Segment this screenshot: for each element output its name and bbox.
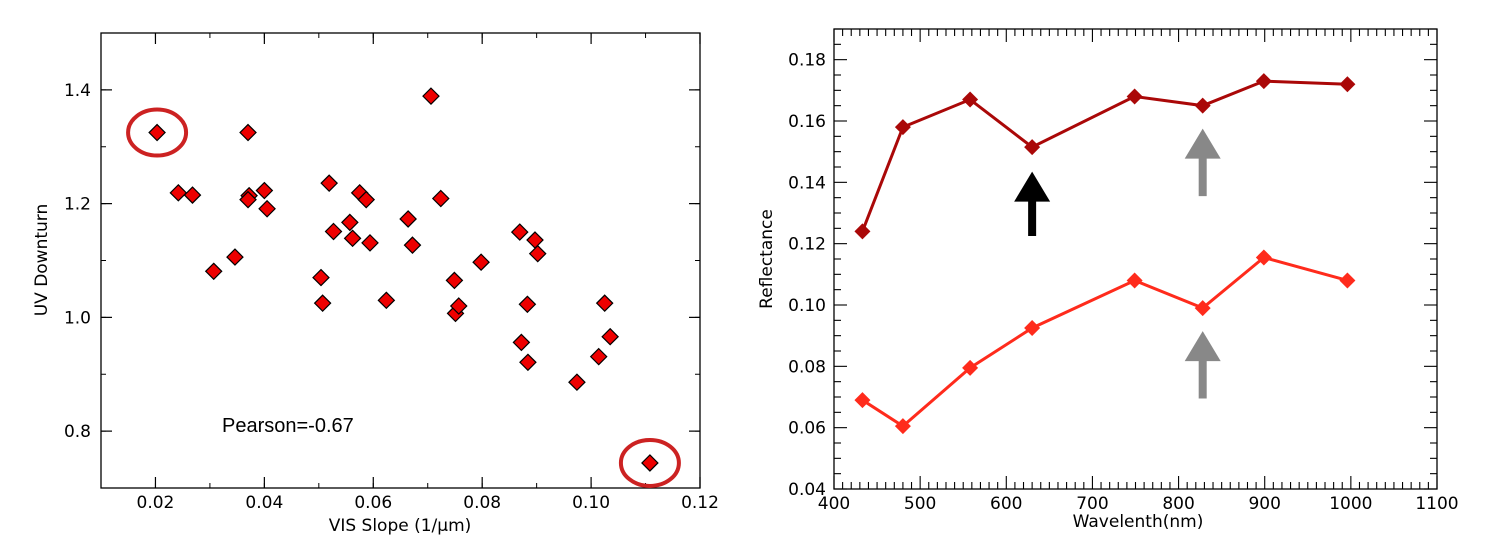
- reflectance-y-tick-label: 0.04: [788, 480, 826, 500]
- scatter-y-tick-label: 1.4: [64, 81, 91, 101]
- scatter-point: [528, 244, 547, 263]
- scatter-point: [601, 327, 619, 346]
- scatter-point: [169, 183, 188, 202]
- scatter-point: [204, 262, 223, 281]
- scatter-point: [148, 123, 166, 142]
- reflectance-x-tick-label: 400: [818, 494, 850, 514]
- scatter-y-tick-label: 1.2: [64, 195, 91, 215]
- scatter-point: [518, 295, 537, 314]
- reflectance-point: [1255, 73, 1272, 90]
- scatter-x-tick-label: 0.08: [463, 493, 501, 513]
- scatter-point: [526, 231, 544, 249]
- scatter-point: [449, 297, 468, 315]
- reflectance-y-tick-label: 0.08: [788, 357, 826, 377]
- scatter-point: [258, 199, 276, 218]
- reflectance-x-tick-label: 700: [1076, 494, 1108, 514]
- scatter-point: [445, 271, 464, 290]
- reflectance-y-axis-title: Reflectance: [757, 209, 777, 309]
- reflectance-point: [1339, 76, 1356, 93]
- scatter-point: [239, 190, 257, 209]
- reflectance-series-line: [861, 255, 1348, 429]
- reflectance-point: [1255, 249, 1272, 266]
- reflectance-point: [894, 119, 911, 136]
- scatter-point: [313, 294, 332, 313]
- scatter-point: [641, 454, 659, 472]
- scatter-point: [341, 213, 359, 232]
- reflectance-y-tick-label: 0.06: [788, 419, 826, 439]
- reflectance-point: [854, 392, 871, 409]
- scatter-point: [324, 222, 343, 241]
- highlight-circle: [618, 437, 681, 488]
- reflectance-x-tick-label: 1100: [1415, 494, 1458, 514]
- scatter-point: [472, 253, 490, 272]
- scatter-point: [320, 174, 339, 192]
- scatter-y-axis-title: UV Downturn: [32, 204, 52, 317]
- reflectance-point: [854, 223, 871, 240]
- scatter-point: [431, 189, 450, 208]
- reflectance-y-tick-label: 0.10: [788, 296, 826, 316]
- scatter-point: [589, 347, 608, 366]
- reflectance-y-tick-label: 0.12: [788, 235, 826, 255]
- scatter-x-tick-label: 0.12: [681, 493, 719, 513]
- scatter-point: [512, 333, 531, 352]
- arrow-head: [1014, 171, 1051, 202]
- scatter-point: [312, 268, 330, 287]
- arrow-head: [1184, 128, 1221, 159]
- reflectance-point: [1339, 272, 1356, 289]
- reflectance-x-axis-title: Wavelenth(nm): [1073, 512, 1204, 532]
- scatter-point: [357, 190, 376, 209]
- reflectance-x-tick-label: 800: [1162, 494, 1194, 514]
- scatter-point: [377, 291, 396, 310]
- reflectance-point: [1194, 97, 1211, 114]
- scatter-point: [568, 373, 586, 392]
- scatter-y-tick-label: 1.0: [64, 308, 91, 328]
- reflectance-x-tick-label: 500: [904, 494, 936, 514]
- reflectance-x-tick-label: 1000: [1329, 494, 1372, 514]
- reflectance-chart: Wavelenth(nm) Reflectance 400 500 600 700 80…: [757, 28, 1459, 532]
- scatter-x-tick-label: 0.04: [245, 493, 283, 513]
- scatter-point: [422, 87, 440, 105]
- reflectance-point: [1194, 300, 1211, 317]
- reflectance-point: [1126, 88, 1143, 105]
- scatter-point: [510, 223, 529, 241]
- scatter-point: [255, 181, 274, 200]
- reflectance-point: [1024, 320, 1041, 336]
- reflectance-point: [962, 91, 979, 108]
- scatter-point: [183, 186, 202, 204]
- reflectance-point: [894, 418, 911, 435]
- reflectance-x-tick-label: 900: [1248, 494, 1280, 514]
- reflectance-y-tick-label: 0.14: [788, 173, 826, 193]
- pearson-annotation: Pearson=-0.67: [222, 415, 354, 437]
- scatter-point: [239, 123, 257, 142]
- reflectance-point: [962, 359, 979, 376]
- scatter-point: [226, 248, 244, 266]
- scatter-x-axis-title: VIS Slope (1/μm): [329, 516, 472, 536]
- reflectance-x-tick-label: 600: [990, 494, 1022, 514]
- reflectance-series-line: [861, 79, 1348, 232]
- scatter-point: [399, 210, 417, 228]
- arrow-head: [1184, 331, 1221, 362]
- scatter-point: [403, 236, 422, 254]
- highlight-circle: [126, 107, 189, 158]
- scatter-y-tick-label: 0.8: [64, 422, 91, 442]
- reflectance-y-tick-label: 0.16: [788, 112, 826, 132]
- scatter-point: [361, 234, 379, 252]
- scatter-plot-frame: [100, 32, 701, 489]
- scatter-x-tick-label: 0.10: [572, 493, 610, 513]
- reflectance-point: [1126, 272, 1143, 289]
- reflectance-y-tick-label: 0.18: [788, 51, 826, 71]
- scatter-chart: Pearson=-0.67 VIS Slope (1/μm) UV Downtu…: [32, 32, 719, 536]
- scatter-point: [343, 229, 362, 248]
- scatter-point: [519, 353, 537, 372]
- scatter-point: [595, 294, 614, 313]
- reflectance-point: [1024, 139, 1041, 156]
- scatter-x-tick-label: 0.06: [354, 493, 392, 513]
- scatter-x-tick-label: 0.02: [137, 493, 175, 513]
